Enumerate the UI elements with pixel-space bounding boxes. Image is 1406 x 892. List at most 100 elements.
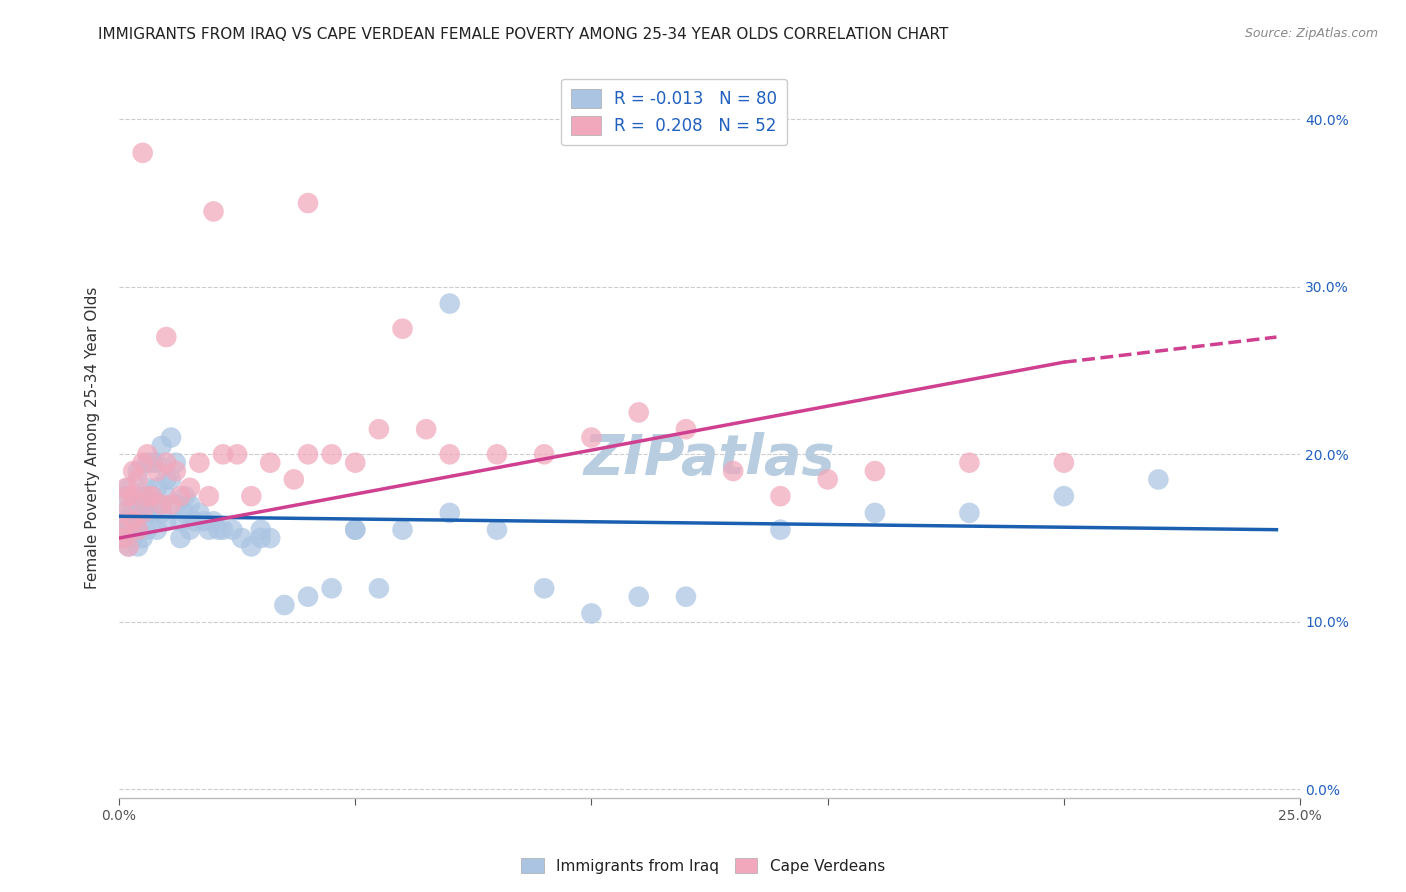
Point (1147, 472, 1170, 486)
Point (122, 489, 145, 503)
Point (202, 204, 225, 219)
Point (675, 422, 697, 436)
Point (110, 523, 132, 537)
Point (115, 514, 138, 528)
Point (112, 531, 135, 545)
Point (297, 590, 319, 604)
Point (160, 498, 183, 512)
Point (297, 447, 319, 461)
Point (136, 523, 159, 537)
Point (769, 523, 792, 537)
Point (112, 506, 135, 520)
Point (169, 531, 191, 545)
Point (160, 472, 183, 486)
Point (198, 489, 221, 503)
Point (122, 489, 145, 503)
Point (439, 296, 461, 310)
Point (259, 456, 281, 470)
Point (146, 523, 169, 537)
Point (226, 447, 249, 461)
Point (136, 489, 159, 503)
Point (117, 540, 139, 554)
Point (391, 523, 413, 537)
Point (131, 456, 153, 470)
Point (136, 506, 159, 520)
Point (675, 590, 697, 604)
Point (863, 464, 886, 478)
Point (367, 582, 389, 596)
Point (165, 498, 187, 512)
Point (485, 523, 508, 537)
Y-axis label: Female Poverty Among 25-34 Year Olds: Female Poverty Among 25-34 Year Olds (86, 286, 100, 589)
Legend: R = -0.013   N = 80, R =  0.208   N = 52: R = -0.013 N = 80, R = 0.208 N = 52 (561, 78, 787, 145)
Point (249, 531, 271, 545)
Point (174, 506, 197, 520)
Point (207, 523, 229, 537)
Point (344, 456, 367, 470)
Point (117, 540, 139, 554)
Point (283, 472, 305, 486)
Point (212, 447, 235, 461)
Point (127, 514, 149, 528)
Point (117, 481, 139, 495)
Point (169, 514, 191, 528)
Point (131, 506, 153, 520)
Point (344, 523, 367, 537)
Point (150, 506, 173, 520)
Point (769, 489, 792, 503)
Point (127, 523, 149, 537)
Point (581, 431, 603, 445)
Point (122, 523, 145, 537)
Point (127, 540, 149, 554)
Point (141, 489, 163, 503)
Point (131, 506, 153, 520)
Point (198, 523, 221, 537)
Point (155, 472, 177, 486)
Point (146, 498, 169, 512)
Point (127, 523, 149, 537)
Point (136, 481, 159, 495)
Point (165, 456, 187, 470)
Point (231, 531, 253, 545)
Point (533, 582, 555, 596)
Point (240, 540, 263, 554)
Point (533, 447, 555, 461)
Point (146, 481, 169, 495)
Point (179, 523, 201, 537)
Text: Source: ZipAtlas.com: Source: ZipAtlas.com (1244, 27, 1378, 40)
Point (1053, 456, 1076, 470)
Point (141, 506, 163, 520)
Point (627, 590, 650, 604)
Point (439, 506, 461, 520)
Point (485, 447, 508, 461)
Point (146, 464, 169, 478)
Point (131, 145, 153, 160)
Point (155, 456, 177, 470)
Point (415, 422, 437, 436)
Point (202, 514, 225, 528)
Point (321, 447, 343, 461)
Point (165, 464, 187, 478)
Point (122, 498, 145, 512)
Point (367, 422, 389, 436)
Point (122, 531, 145, 545)
Point (1053, 489, 1076, 503)
Point (112, 506, 135, 520)
Point (183, 514, 205, 528)
Point (122, 464, 145, 478)
Point (136, 456, 159, 470)
Legend: Immigrants from Iraq, Cape Verdeans: Immigrants from Iraq, Cape Verdeans (515, 852, 891, 880)
Point (112, 531, 135, 545)
Point (179, 498, 201, 512)
Point (155, 514, 177, 528)
Point (721, 464, 744, 478)
Point (120, 506, 142, 520)
Point (249, 523, 271, 537)
Point (221, 523, 243, 537)
Point (581, 607, 603, 621)
Text: IMMIGRANTS FROM IRAQ VS CAPE VERDEAN FEMALE POVERTY AMONG 25-34 YEAR OLDS CORREL: IMMIGRANTS FROM IRAQ VS CAPE VERDEAN FEM… (98, 27, 949, 42)
Point (131, 498, 153, 512)
Text: ZIPatlas: ZIPatlas (583, 432, 835, 486)
Point (127, 472, 149, 486)
Point (131, 489, 153, 503)
